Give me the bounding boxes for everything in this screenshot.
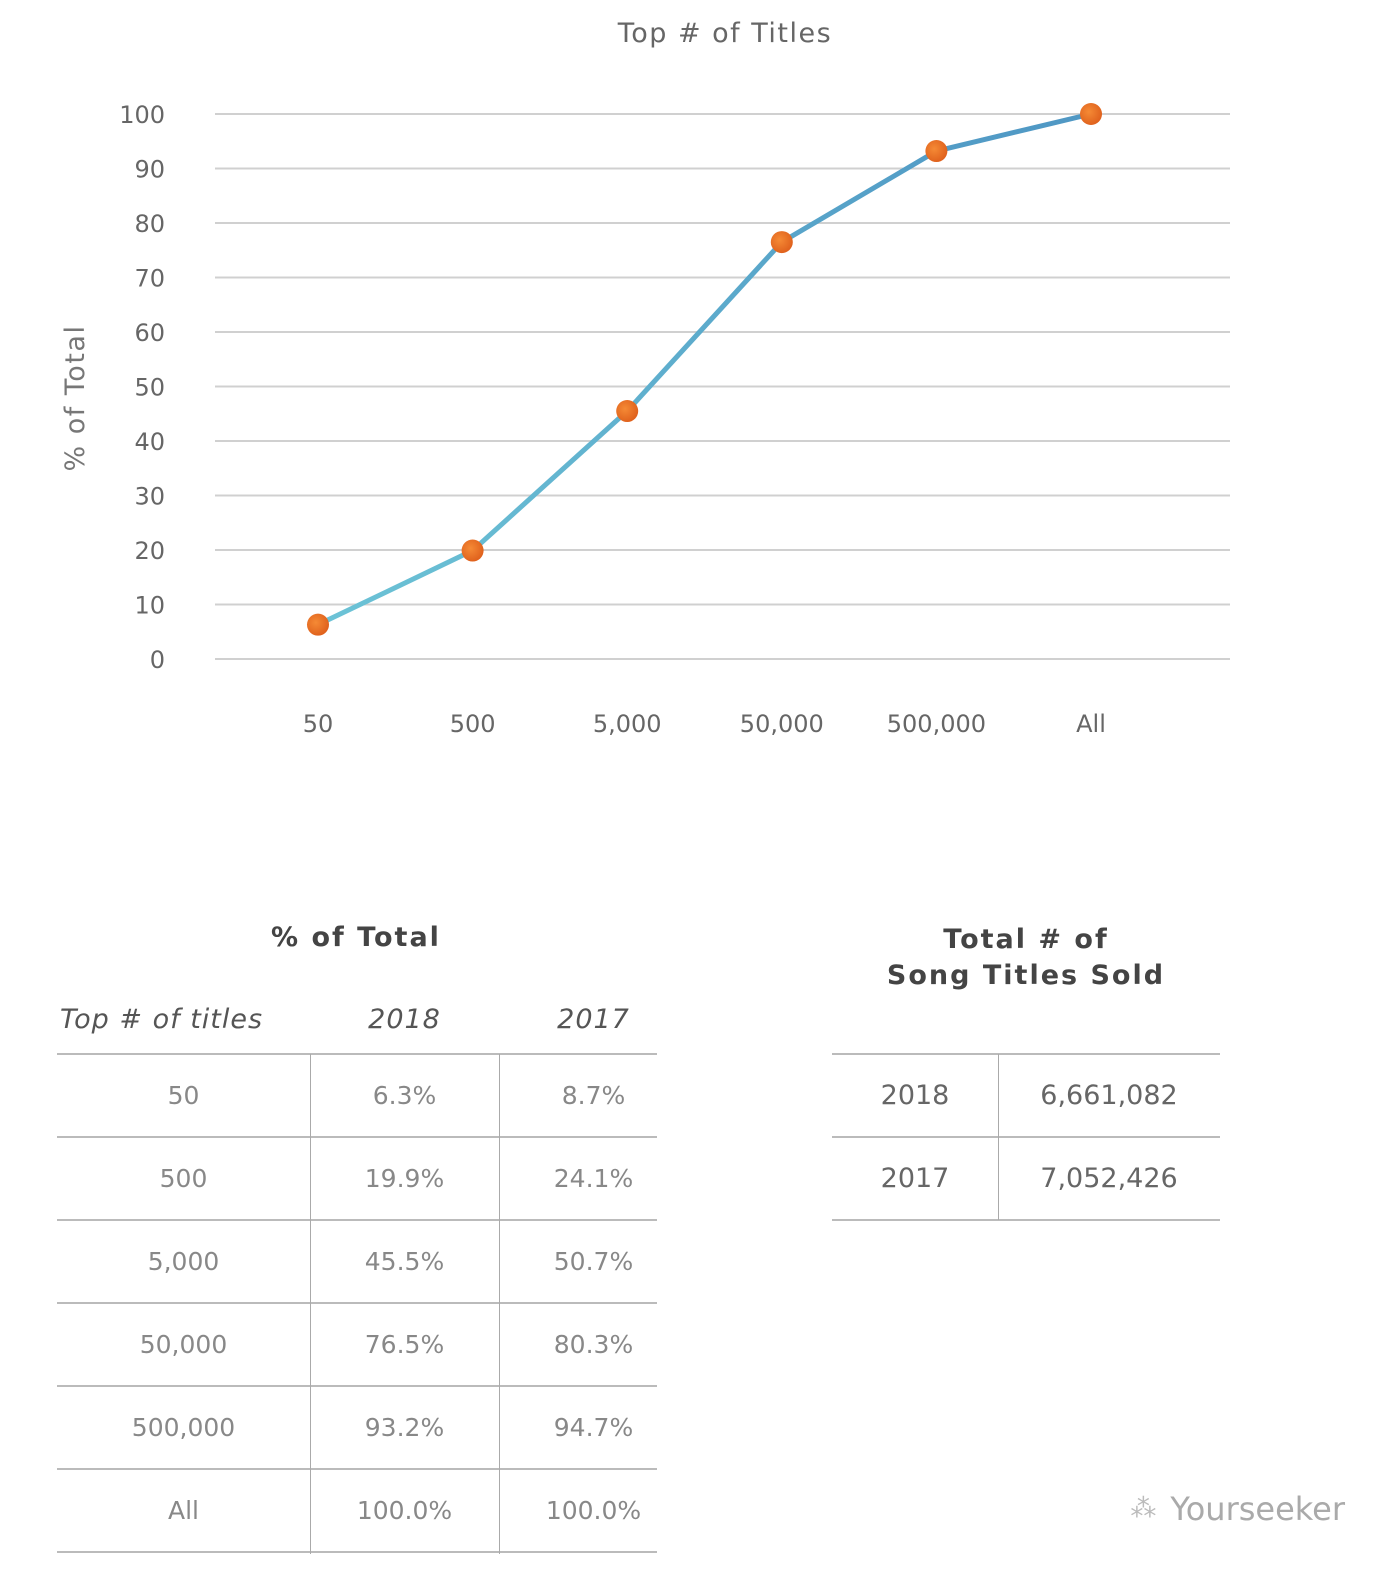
line-chart: 0 10 20 30 40 50 60 70 80 90 100 50 500 5,000 50,000 5… (60, 101, 1230, 738)
table-divider (832, 1136, 1220, 1138)
data-point (770, 231, 793, 254)
data-point (1080, 103, 1102, 125)
table-divider (57, 1468, 657, 1470)
watermark-logo-icon: ⁂ (1130, 1494, 1157, 1524)
table-cell: 50,000 (139, 1330, 228, 1359)
table-cell: 94.7% (553, 1413, 634, 1442)
table-cell: 50.7% (553, 1247, 634, 1276)
table-cell: All (168, 1496, 199, 1525)
data-point (307, 613, 329, 636)
x-tick-label: 500 (450, 710, 496, 738)
x-tick-label: 50,000 (740, 710, 824, 738)
table-cell: 19.9% (364, 1164, 445, 1193)
data-point (616, 400, 639, 423)
col-header-2017: 2017 (557, 1004, 630, 1035)
y-tick-label: 100 (119, 101, 165, 129)
total-table-title: Total # of Song Titles Sold (826, 922, 1226, 994)
table-divider (998, 1054, 999, 1220)
table-cell: 6.3% (372, 1081, 437, 1110)
table-cell: 2017 (880, 1163, 950, 1194)
col-header-2018: 2018 (368, 1004, 441, 1035)
y-tick-label: 30 (134, 483, 165, 511)
y-tick-label: 80 (134, 210, 165, 238)
table-cell: 76.5% (364, 1330, 445, 1359)
watermark-text: Yourseeker (1170, 1490, 1345, 1528)
table-cell: 50 (167, 1081, 200, 1110)
table-cell: 93.2% (364, 1413, 445, 1442)
x-tick-label: 500,000 (887, 710, 986, 738)
col-header-top-titles: Top # of titles (60, 1004, 264, 1035)
table-divider (57, 1385, 657, 1387)
x-tick-label: 50 (303, 710, 334, 738)
table-divider (832, 1053, 1220, 1055)
table-cell: 8.7% (561, 1081, 626, 1110)
y-tick-label: 70 (134, 265, 165, 293)
table-divider (57, 1136, 657, 1138)
table-cell: 24.1% (553, 1164, 634, 1193)
total-title-line1: Total # of (943, 924, 1109, 955)
table-cell: 100.0% (545, 1496, 642, 1525)
table-cell: 100.0% (356, 1496, 453, 1525)
table-divider (57, 1302, 657, 1304)
y-axis-label: % of Total (60, 325, 91, 472)
table-cell: 7,052,426 (1040, 1163, 1178, 1194)
table-divider (832, 1219, 1220, 1221)
table-cell: 80.3% (553, 1330, 634, 1359)
table-cell: 500 (159, 1164, 208, 1193)
table-cell: 5,000 (147, 1247, 220, 1276)
table-cell: 45.5% (364, 1247, 445, 1276)
y-tick-label: 90 (134, 156, 165, 184)
table-cell: 500,000 (131, 1413, 236, 1442)
x-tick-label: All (1076, 710, 1106, 738)
series-line (316, 111, 1092, 627)
table-divider (57, 1053, 657, 1055)
y-tick-label: 10 (134, 592, 165, 620)
table-divider (57, 1551, 657, 1553)
data-point (925, 140, 948, 163)
table-cell: 2018 (880, 1080, 950, 1111)
table-cell: 6,661,082 (1040, 1080, 1178, 1111)
y-tick-label: 40 (134, 428, 165, 456)
y-tick-label: 0 (150, 646, 165, 674)
table-divider (310, 1054, 311, 1554)
chart-title: Top # of Titles (617, 18, 833, 49)
pct-table-title: % of Total (271, 922, 441, 953)
table-divider (57, 1219, 657, 1221)
y-tick-label: 60 (134, 319, 165, 347)
x-tick-label: 5,000 (593, 710, 662, 738)
total-title-line2: Song Titles Sold (886, 960, 1166, 991)
watermark: ⁂ Yourseeker (1130, 1490, 1345, 1528)
y-tick-label: 20 (134, 537, 165, 565)
y-tick-label: 50 (134, 374, 165, 402)
data-point (461, 539, 484, 562)
table-divider (499, 1054, 500, 1554)
